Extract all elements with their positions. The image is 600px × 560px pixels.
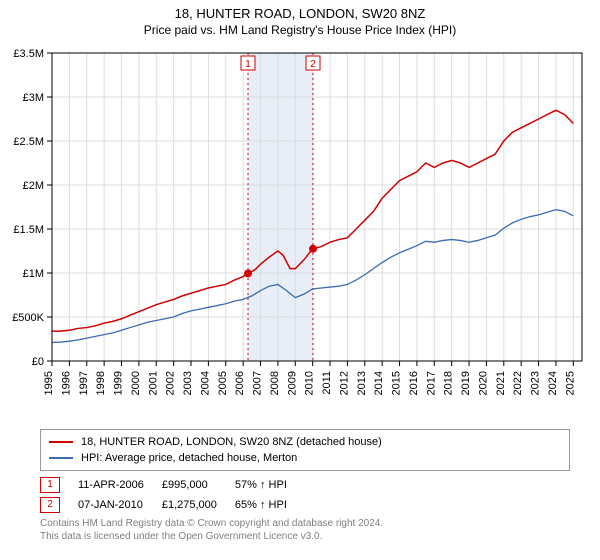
chart-container: 18, HUNTER ROAD, LONDON, SW20 8NZ Price … (0, 0, 600, 560)
svg-text:2012: 2012 (338, 371, 350, 395)
svg-text:£3M: £3M (23, 92, 44, 104)
chart-title: 18, HUNTER ROAD, LONDON, SW20 8NZ (0, 0, 600, 21)
legend-item: 18, HUNTER ROAD, LONDON, SW20 8NZ (detac… (49, 434, 561, 450)
sale-marker-2: 2 (40, 497, 60, 513)
footer: Contains HM Land Registry data © Crown c… (40, 517, 570, 543)
svg-text:2019: 2019 (460, 371, 472, 395)
svg-text:1999: 1999 (113, 371, 125, 395)
svg-text:2013: 2013 (356, 371, 368, 395)
svg-text:2016: 2016 (408, 371, 420, 395)
svg-text:2004: 2004 (199, 371, 211, 395)
svg-text:£0: £0 (32, 356, 44, 368)
svg-text:2007: 2007 (252, 371, 264, 395)
sale-price: £1,275,000 (162, 495, 235, 515)
legend-label: HPI: Average price, detached house, Mert… (81, 450, 297, 466)
table-row: 2 07-JAN-2010 £1,275,000 65% ↑ HPI (40, 495, 305, 515)
svg-text:2002: 2002 (165, 371, 177, 395)
svg-text:2017: 2017 (425, 371, 437, 395)
chart-subtitle: Price paid vs. HM Land Registry's House … (0, 21, 600, 43)
sale-price: £995,000 (162, 475, 235, 495)
svg-text:2025: 2025 (564, 371, 576, 395)
svg-text:1: 1 (245, 59, 251, 70)
table-row: 1 11-APR-2006 £995,000 57% ↑ HPI (40, 475, 305, 495)
svg-text:2015: 2015 (391, 371, 403, 395)
sale-marker-1: 1 (40, 477, 60, 493)
svg-text:2005: 2005 (217, 371, 229, 395)
svg-text:2018: 2018 (443, 371, 455, 395)
svg-text:1996: 1996 (60, 371, 72, 395)
svg-text:2009: 2009 (286, 371, 298, 395)
legend-label: 18, HUNTER ROAD, LONDON, SW20 8NZ (detac… (81, 434, 382, 450)
svg-text:£500K: £500K (12, 312, 44, 324)
footer-line-1: Contains HM Land Registry data © Crown c… (40, 517, 570, 530)
svg-text:£2.5M: £2.5M (13, 136, 44, 148)
legend-swatch (49, 457, 73, 459)
svg-text:1995: 1995 (43, 371, 55, 395)
svg-text:2003: 2003 (182, 371, 194, 395)
svg-text:2023: 2023 (530, 371, 542, 395)
sale-date: 11-APR-2006 (78, 475, 162, 495)
svg-text:2006: 2006 (234, 371, 246, 395)
svg-text:2024: 2024 (547, 371, 559, 395)
svg-text:2022: 2022 (512, 371, 524, 395)
svg-text:2010: 2010 (304, 371, 316, 395)
svg-text:2011: 2011 (321, 371, 333, 395)
sale-date: 07-JAN-2010 (78, 495, 162, 515)
svg-text:2008: 2008 (269, 371, 281, 395)
svg-text:2014: 2014 (373, 371, 385, 395)
chart-area: £0 £500K £1M £1.5M £2M £2.5M £3M £3.5M 1995 1996 1… (0, 43, 600, 423)
svg-text:2000: 2000 (130, 371, 142, 395)
svg-text:2021: 2021 (495, 371, 507, 395)
sales-table: 1 11-APR-2006 £995,000 57% ↑ HPI 2 07-JA… (40, 475, 305, 515)
svg-text:£1.5M: £1.5M (13, 224, 44, 236)
svg-text:1998: 1998 (95, 371, 107, 395)
svg-text:1997: 1997 (78, 371, 90, 395)
legend-swatch (49, 441, 73, 443)
legend-item: HPI: Average price, detached house, Mert… (49, 450, 561, 466)
svg-text:£3.5M: £3.5M (13, 48, 44, 60)
svg-text:2020: 2020 (477, 371, 489, 395)
svg-text:2: 2 (310, 59, 316, 70)
sale-hpi: 65% ↑ HPI (235, 495, 305, 515)
legend: 18, HUNTER ROAD, LONDON, SW20 8NZ (detac… (40, 429, 570, 471)
svg-text:£2M: £2M (23, 180, 44, 192)
svg-text:2001: 2001 (147, 371, 159, 395)
svg-text:£1M: £1M (23, 268, 44, 280)
sale-hpi: 57% ↑ HPI (235, 475, 305, 495)
footer-line-2: This data is licensed under the Open Gov… (40, 530, 570, 543)
line-chart: £0 £500K £1M £1.5M £2M £2.5M £3M £3.5M 1995 1996 1… (0, 43, 600, 423)
